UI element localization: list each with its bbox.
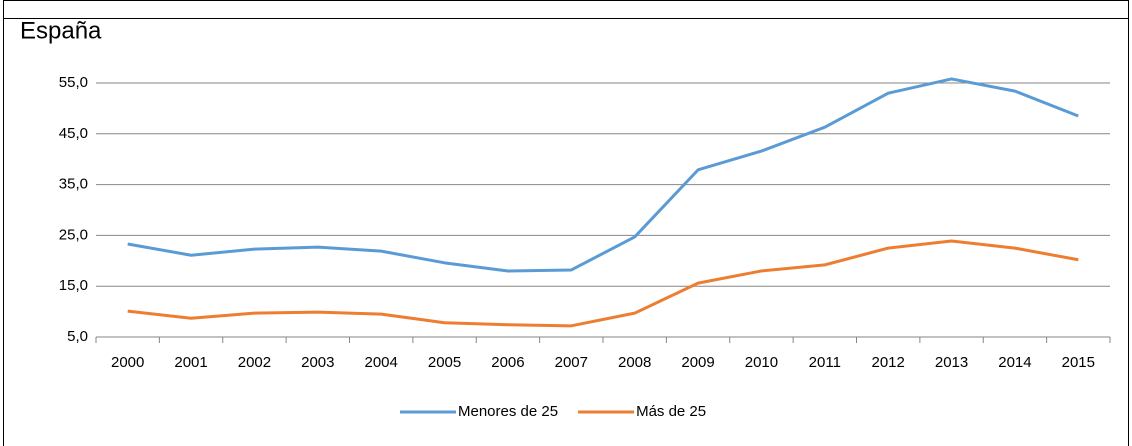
- legend-label: Más de 25: [636, 403, 706, 420]
- legend-label: Menores de 25: [458, 403, 558, 420]
- x-tick-label: 2006: [491, 354, 524, 371]
- y-tick-label: 35,0: [59, 176, 88, 193]
- x-tick-label: 2005: [428, 354, 461, 371]
- x-tick-label: 2007: [555, 354, 588, 371]
- series-line: [127, 77, 1079, 273]
- x-tick-label: 2002: [238, 354, 271, 371]
- y-tick-label: 45,0: [59, 125, 88, 142]
- y-tick-label: 55,0: [59, 74, 88, 91]
- x-tick-label: 2001: [174, 354, 207, 371]
- x-tick-label: 2011: [809, 354, 841, 371]
- x-tick-label: 2000: [111, 354, 144, 371]
- x-tick-label: 2013: [935, 354, 968, 371]
- x-tick-label: 2009: [681, 354, 714, 371]
- y-tick-label: 25,0: [59, 226, 88, 243]
- x-tick-label: 2003: [301, 354, 334, 371]
- x-tick-label: 2010: [745, 354, 778, 371]
- top-cell: [3, 0, 1129, 19]
- y-tick-label: 5,0: [67, 328, 88, 345]
- x-tick-label: 2015: [1062, 354, 1095, 371]
- chart-title: España: [20, 17, 102, 44]
- x-tick-label: 2004: [365, 354, 398, 371]
- series-line: [127, 239, 1079, 328]
- x-tick-label: 2008: [618, 354, 651, 371]
- y-tick-label: 15,0: [59, 277, 88, 294]
- x-tick-label: 2014: [998, 354, 1031, 371]
- x-tick-label: 2012: [872, 354, 905, 371]
